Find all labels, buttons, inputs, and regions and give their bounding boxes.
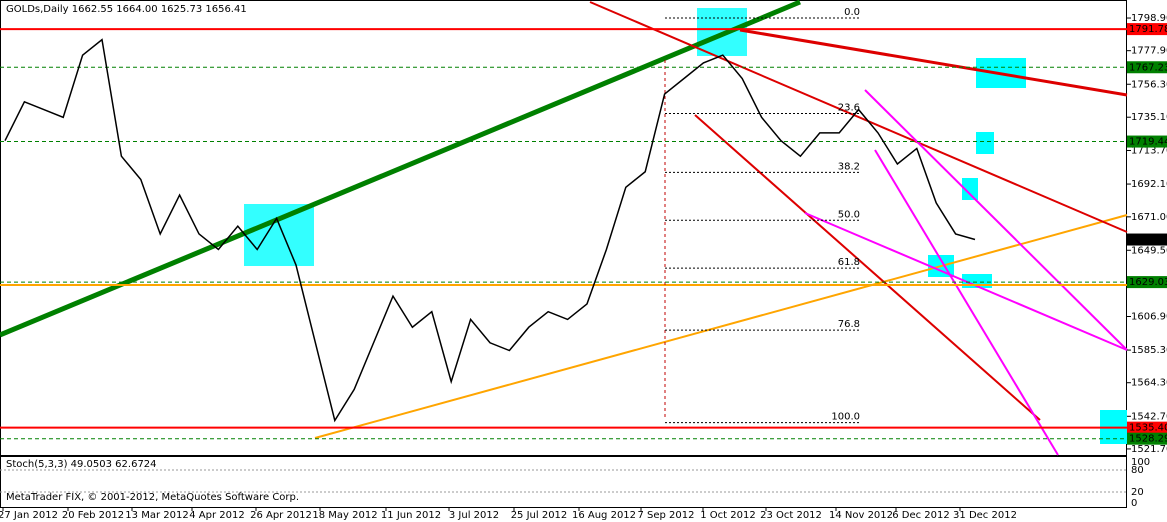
fib-label: 76.8 (838, 319, 860, 330)
price-line (4, 38, 976, 423)
stoch-pane (0, 456, 1127, 508)
level-label: 1528.29 (1129, 434, 1167, 445)
stoch-tick-label: 0 (1131, 498, 1137, 509)
x-tick-label: 14 Nov 2012 (829, 510, 893, 521)
x-tick-label: 16 Aug 2012 (572, 510, 636, 521)
y-tick-label: 1692.10 (1131, 179, 1167, 190)
y-tick-label: 1585.30 (1131, 345, 1167, 356)
y-tick-label: 1542.70 (1131, 411, 1167, 422)
level-tag (1127, 23, 1167, 36)
level-label: 1656.41 (1129, 235, 1167, 246)
x-tick-label: 25 Jul 2012 (511, 510, 568, 521)
x-tick-label: 20 Feb 2012 (62, 510, 124, 521)
x-tick-label: 18 May 2012 (312, 510, 377, 521)
level-label: 1629.03 (1129, 277, 1167, 288)
zone (976, 132, 994, 154)
x-tick-label: 1 Oct 2012 (700, 510, 755, 521)
level-tag (1127, 61, 1167, 74)
x-tick-label: 4 Apr 2012 (189, 510, 244, 521)
fib-label: 100.0 (831, 412, 860, 423)
trend-line (0, 0, 801, 338)
y-tick-label: 1521.70 (1131, 444, 1167, 455)
level-label: 1767.23 (1129, 62, 1167, 73)
x-tick-label: 31 Dec 2012 (953, 510, 1017, 521)
trend-line (739, 28, 1128, 97)
trend-line (804, 212, 1128, 351)
stoch-tick-label: 20 (1131, 487, 1144, 498)
fib-label: 38.2 (838, 161, 860, 172)
x-tick-label: 13 Mar 2012 (125, 510, 188, 521)
y-tick-label: 1564.30 (1131, 378, 1167, 389)
x-tick-label: 6 Dec 2012 (892, 510, 950, 521)
fib-label: 61.8 (838, 257, 860, 268)
zone (962, 178, 978, 200)
level-label: 1719.44 (1129, 137, 1167, 148)
chart-title: GOLDs,Daily 1662.55 1664.00 1625.73 1656… (6, 4, 247, 15)
fib-label: 50.0 (838, 209, 860, 220)
fib-label: 0.0 (844, 7, 860, 18)
trend-line (589, 1, 1128, 233)
zone (244, 204, 314, 266)
stoch-tick-label: 100 (1131, 457, 1150, 468)
y-tick-label: 1735.10 (1131, 112, 1167, 123)
y-tick-label: 1671.00 (1131, 212, 1167, 223)
level-label: 1535.40 (1129, 423, 1167, 434)
level-tag (1127, 233, 1167, 246)
y-tick-label: 1713.70 (1131, 145, 1167, 156)
level-tag (1127, 276, 1167, 289)
trend-line (874, 149, 1059, 456)
stoch-tick-label: 80 (1131, 465, 1144, 476)
x-tick-label: 11 Jun 2012 (381, 510, 441, 521)
trend-line (864, 89, 1128, 351)
y-tick-label: 1649.50 (1131, 245, 1167, 256)
price-pane (0, 0, 1127, 456)
y-tick-label: 1756.30 (1131, 79, 1167, 90)
y-tick-label: 1777.90 (1131, 46, 1167, 57)
level-tag (1127, 432, 1167, 445)
indicator-title: Stoch(5,3,3) 49.0503 62.6724 (6, 459, 157, 470)
fib-label: 23.6 (838, 102, 860, 113)
trend-line (314, 214, 1128, 439)
x-tick-label: 23 Oct 2012 (760, 510, 822, 521)
trend-line (694, 114, 1041, 421)
x-tick-label: 3 Jul 2012 (449, 510, 499, 521)
x-tick-label: 26 Apr 2012 (250, 510, 312, 521)
x-tick-label: 7 Sep 2012 (637, 510, 694, 521)
y-tick-label: 1606.90 (1131, 311, 1167, 322)
y-tick-label: 1798.90 (1131, 13, 1167, 24)
level-tag (1127, 421, 1167, 434)
level-label: 1791.78 (1129, 24, 1167, 35)
x-tick-label: 27 Jan 2012 (0, 510, 58, 521)
footer: MetaTrader FIX, © 2001-2012, MetaQuotes … (6, 492, 299, 503)
level-tag (1127, 135, 1167, 148)
